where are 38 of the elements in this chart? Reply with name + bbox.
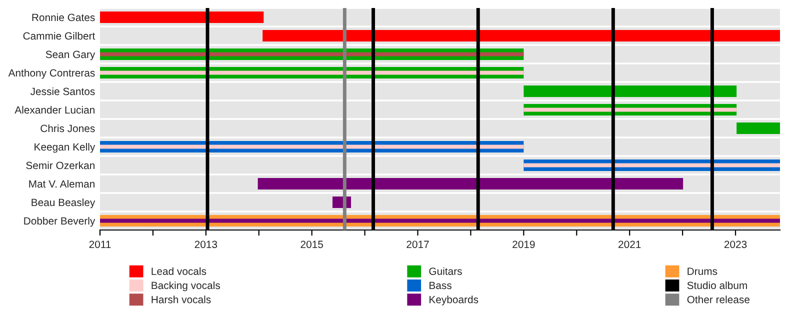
x-tick-label: 2017	[406, 240, 429, 248]
legend-label: Other release	[687, 296, 750, 304]
y-tick-label: Dobber Beverly	[24, 216, 96, 227]
x-tick-label: 2015	[300, 240, 323, 248]
bar	[100, 12, 264, 23]
bar	[100, 70, 524, 75]
y-tick-label: Jessie Santos	[30, 87, 95, 96]
y-tick-label: Keegan Kelly	[34, 142, 96, 153]
bar	[524, 108, 737, 112]
legend-label: Drums	[688, 268, 718, 275]
bar	[736, 122, 780, 134]
legend-label: Harsh vocals	[152, 296, 211, 304]
bar	[524, 86, 737, 97]
y-tick-label: Semir Ozerkan	[26, 161, 94, 170]
y-tick-label: Chris Jones	[40, 124, 95, 132]
legend-label: Studio album	[687, 281, 747, 290]
bar	[258, 178, 684, 190]
x-tick-label: 2013	[194, 240, 218, 248]
x-tick-label: 2011	[89, 240, 111, 248]
legend-label: Lead vocals	[152, 267, 206, 275]
x-tick-label: 2021	[618, 240, 641, 248]
y-tick-label: Anthony Contreras	[8, 68, 95, 79]
bar	[100, 52, 524, 56]
y-tick-label: Alexander Lucian	[14, 106, 94, 114]
y-tick-label: Cammie Gilbert	[23, 32, 96, 40]
legend-label: Bass	[430, 282, 452, 290]
y-tick-label: Beau Beasley	[32, 198, 96, 208]
bar	[100, 144, 524, 149]
y-tick-label: Mat V. Aleman	[29, 180, 94, 188]
x-tick-label: 2023	[724, 240, 747, 248]
bar	[262, 30, 780, 42]
legend-label: Guitars	[429, 267, 462, 275]
bar	[524, 163, 780, 168]
legend-label: Backing vocals	[152, 281, 220, 292]
y-tick-label: Ronnie Gates	[32, 13, 95, 22]
x-tick-label: 2019	[512, 240, 535, 248]
legend-label: Keyboards	[430, 296, 478, 306]
y-tick-label: Sean Gary	[46, 50, 96, 60]
